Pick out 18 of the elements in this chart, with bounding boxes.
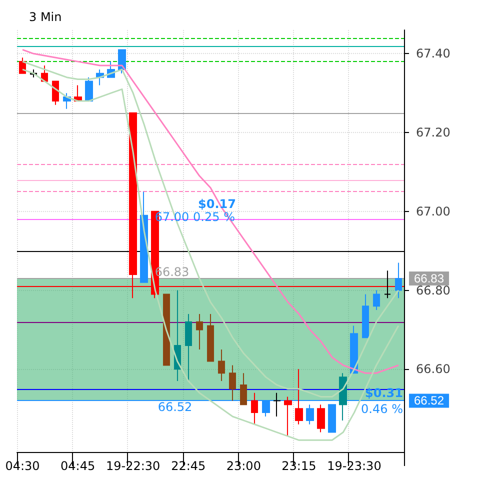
x-tick-label: 22:45 [171,459,206,473]
annotation: 66.52 [158,400,192,414]
y-tick-label: 67.40 [416,46,450,61]
x-tick-label: 23:00 [226,459,261,473]
x-tick-label: 23:15 [282,459,316,473]
chart-title: 3 Min [29,10,62,24]
x-tick-label: 19-23:30 [327,459,382,473]
ref-line-label: 66.83 [414,271,444,286]
y-tick-label: 67.20 [416,126,450,140]
annotation: $0.31 [365,386,403,400]
y-tick-label: 66.80 [416,283,450,298]
y-tick-label: 67.00 [416,204,450,218]
y-tick-label: 66.60 [416,362,450,376]
x-tick-label: 19-22:30 [106,459,160,473]
x-tick-label: 04:45 [60,459,96,473]
x-tick-label: 04:30 [5,459,40,473]
ref-line-label: 66.52 [414,394,444,408]
annotation: 0.46 % [361,402,403,416]
